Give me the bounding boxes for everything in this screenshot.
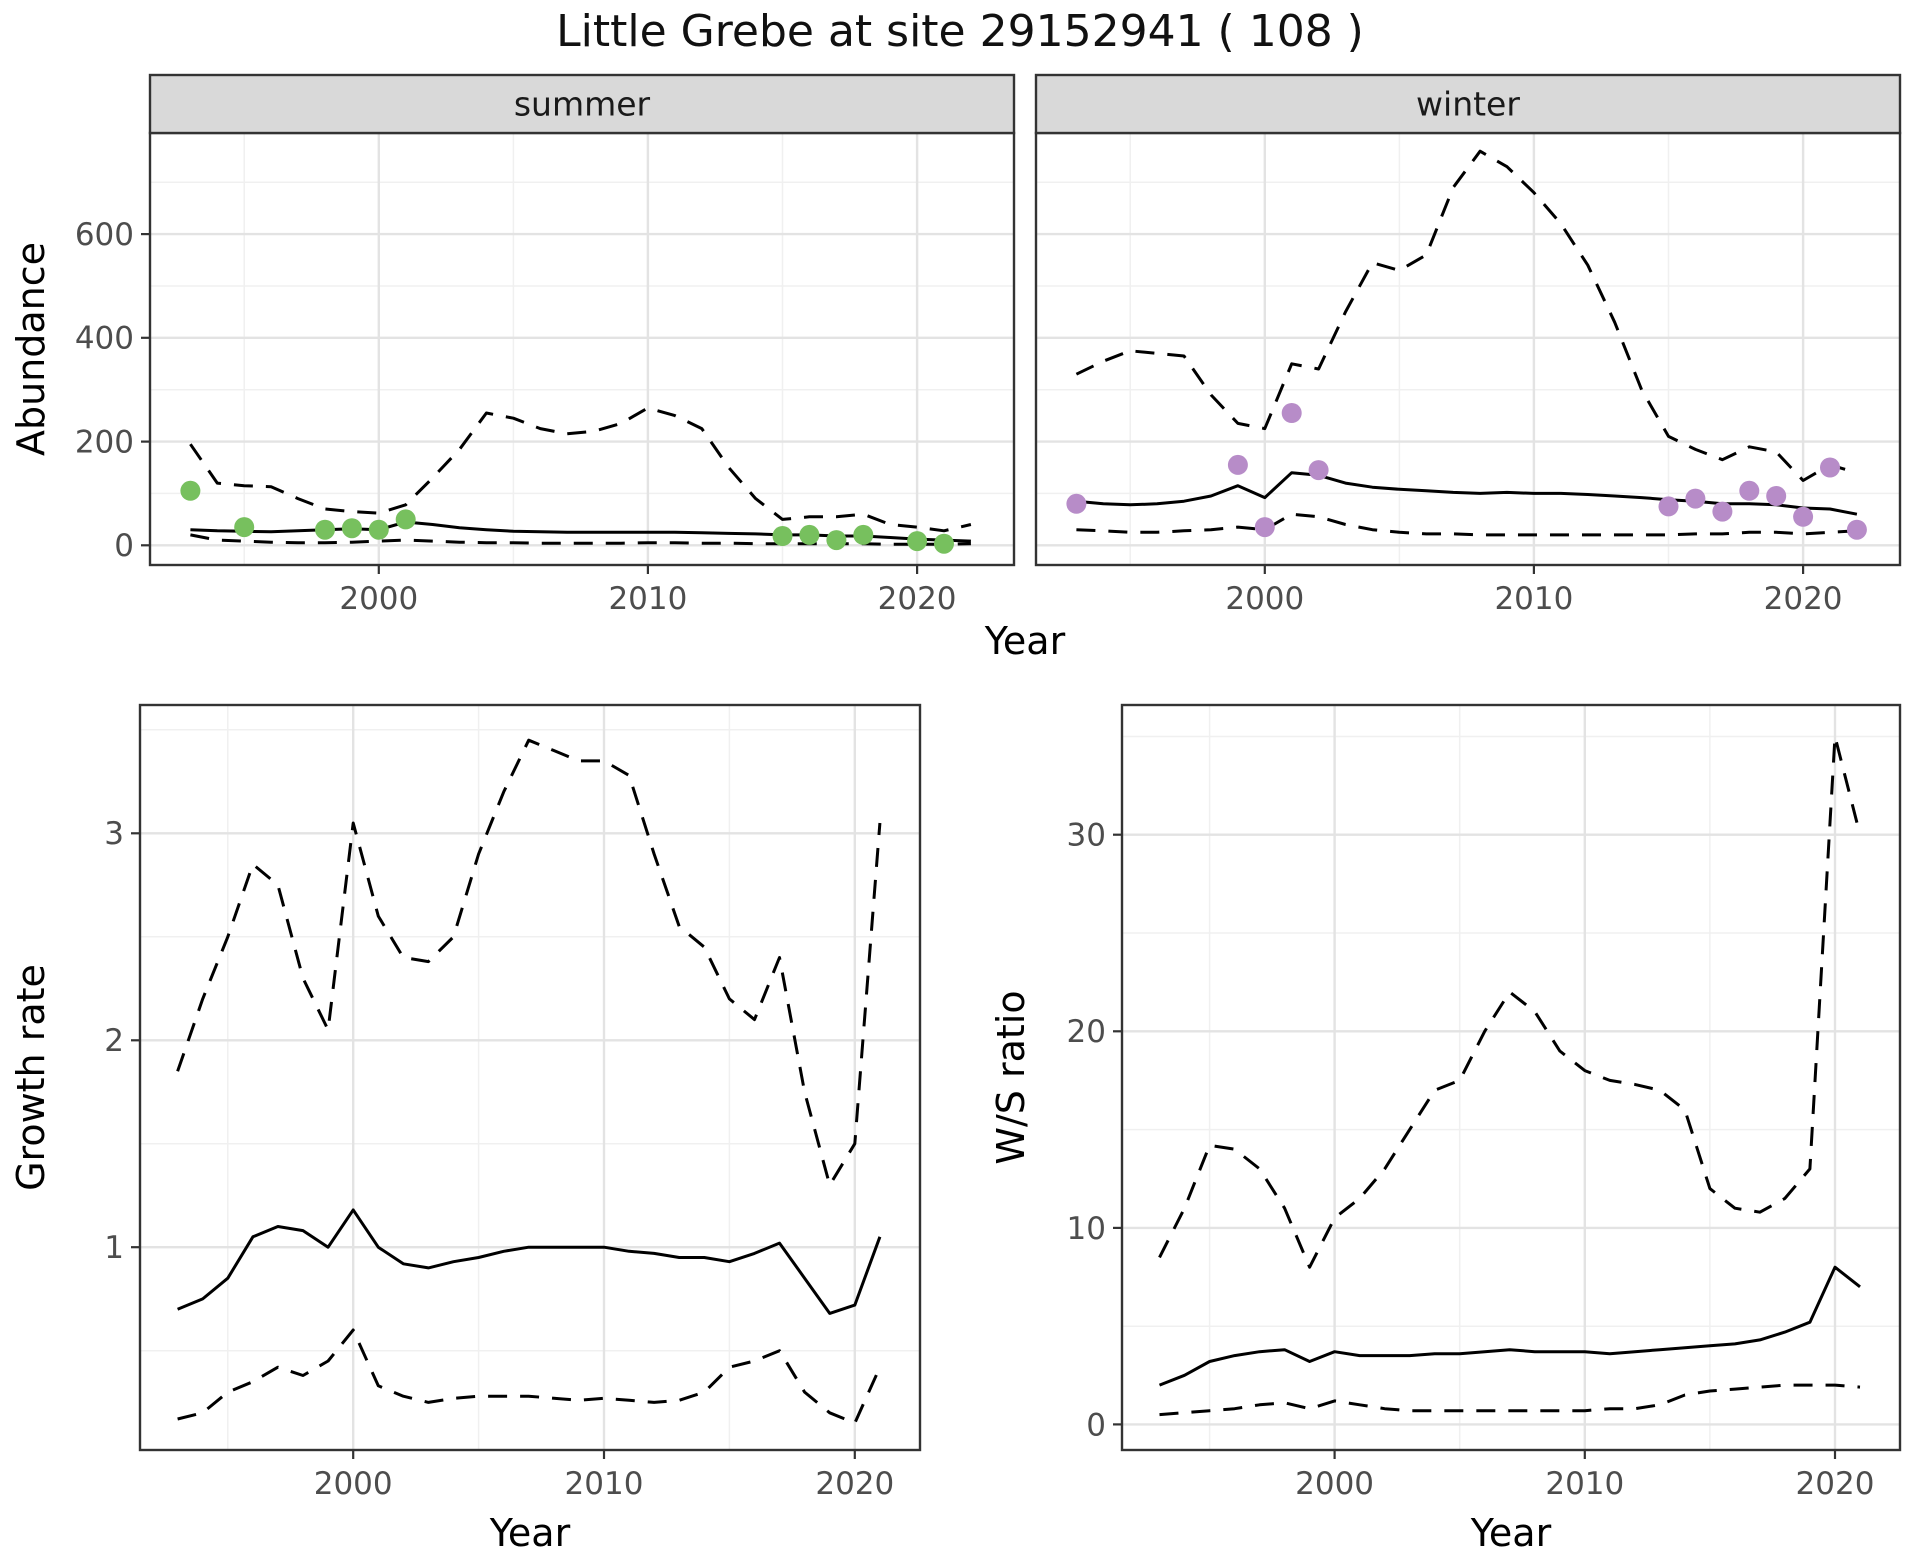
axis-title-y-growth_rate: Growth rate	[9, 964, 53, 1191]
panel-background	[140, 705, 920, 1450]
x-tick-label: 2020	[1764, 581, 1843, 617]
facet-strip-winter	[1034, 73, 1902, 135]
observations-winter	[1066, 403, 1867, 540]
observation-point	[1227, 454, 1248, 475]
observation-point	[1712, 501, 1733, 522]
y-tick-label: 3	[104, 816, 124, 852]
series-ws_ratio	[1158, 735, 1862, 1417]
observation-point	[1308, 460, 1329, 481]
observation-point	[772, 526, 793, 546]
gridlines	[140, 705, 920, 1450]
observation-point	[180, 480, 201, 501]
facet-strip-label: winter	[1416, 85, 1520, 124]
figure-title: Little Grebe at site 29152941 ( 108 )	[556, 6, 1364, 57]
y-tick-label: 1	[104, 1230, 124, 1266]
panel-abundance-winter: 2000 2010 2020 winter	[1034, 73, 1902, 617]
x-tick-label: 2000	[314, 1466, 393, 1502]
panel-growth_rate: 2000 2010 2020 1 2 3	[104, 703, 922, 1502]
x-tick-label: 2020	[878, 581, 957, 617]
observation-point	[395, 509, 416, 530]
axis-title-x-ws_ratio: Year	[1470, 1511, 1552, 1555]
facet-strip-summer	[148, 73, 1016, 135]
x-tick-label: 2000	[339, 581, 418, 617]
gridlines	[1122, 705, 1900, 1450]
axis-ticks: 2000 2010 2020	[1225, 565, 1843, 617]
y-tick-label: 200	[75, 424, 134, 460]
observation-point	[1685, 488, 1706, 509]
y-tick-label: 600	[75, 217, 134, 253]
axis-title-y-ws_ratio: W/S ratio	[989, 990, 1033, 1164]
observation-point	[907, 531, 928, 552]
observation-point	[1658, 496, 1679, 517]
abundance-upper-ci-line	[1075, 149, 1858, 482]
observation-point	[341, 518, 362, 539]
observation-point	[799, 524, 820, 545]
observation-point	[1820, 457, 1840, 478]
y-tick-label: 0	[114, 528, 134, 564]
x-tick-label: 2000	[1225, 581, 1304, 617]
x-tick-label: 2020	[1796, 1466, 1875, 1502]
abundance-lower-ci-line	[1076, 512, 1857, 537]
x-tick-label: 2010	[565, 1466, 644, 1502]
observation-point	[234, 517, 255, 538]
abundance-upper-ci-line	[189, 406, 972, 533]
axis-title-y-abundance: Abundance	[9, 242, 53, 456]
ws_ratio-lower-ci-line	[1159, 1383, 1861, 1417]
series-growth_rate	[176, 738, 882, 1425]
y-tick-label: 30	[1067, 818, 1106, 854]
observations-summer	[180, 480, 954, 554]
observation-point	[315, 519, 335, 540]
x-tick-label: 2000	[1295, 1466, 1374, 1502]
observation-point	[1254, 517, 1275, 538]
axis-title-x-abundance: Year	[984, 619, 1066, 663]
observation-point	[1793, 506, 1814, 527]
axis-ticks: 2000 2010 2020 1 2 3	[104, 816, 894, 1502]
panel-border	[138, 703, 922, 1452]
observation-point	[1739, 480, 1760, 501]
observation-point	[1766, 486, 1787, 506]
axis-ticks: 2000 2010 2020 0 10 20 30	[1067, 818, 1875, 1502]
ws_ratio-median-line	[1158, 1265, 1861, 1387]
facet-strip-label: summer	[514, 85, 651, 124]
x-tick-label: 2010	[608, 581, 687, 617]
observation-point	[1846, 519, 1867, 540]
y-tick-label: 0	[1086, 1407, 1106, 1443]
y-tick-label: 20	[1067, 1014, 1106, 1050]
observation-point	[934, 533, 954, 554]
panel-ws_ratio: 2000 2010 2020 0 10 20 30	[1067, 703, 1902, 1502]
observation-point	[1066, 493, 1087, 514]
observation-point	[853, 524, 874, 545]
observation-point	[826, 530, 847, 551]
panel-background	[1122, 705, 1900, 1450]
y-tick-label: 10	[1067, 1211, 1106, 1247]
x-tick-label: 2010	[1545, 1466, 1624, 1502]
growth_rate-median-line	[177, 1208, 882, 1315]
observation-point	[1281, 403, 1302, 423]
panel-border	[1120, 703, 1902, 1452]
panel-abundance-summer: 2000 2010 2020 0 200 400 600 summer	[75, 73, 1016, 617]
growth_rate-lower-ci-line	[177, 1328, 882, 1425]
x-tick-label: 2010	[1494, 581, 1573, 617]
axis-ticks: 2000 2010 2020 0 200 400 600	[75, 217, 957, 617]
observation-point	[368, 519, 389, 540]
x-tick-label: 2020	[815, 1466, 894, 1502]
y-tick-label: 2	[104, 1023, 124, 1059]
growth_rate-upper-ci-line	[176, 738, 882, 1187]
axis-title-x-growth_rate: Year	[489, 1511, 571, 1555]
y-tick-label: 400	[75, 321, 134, 357]
panel-background	[150, 133, 1014, 565]
